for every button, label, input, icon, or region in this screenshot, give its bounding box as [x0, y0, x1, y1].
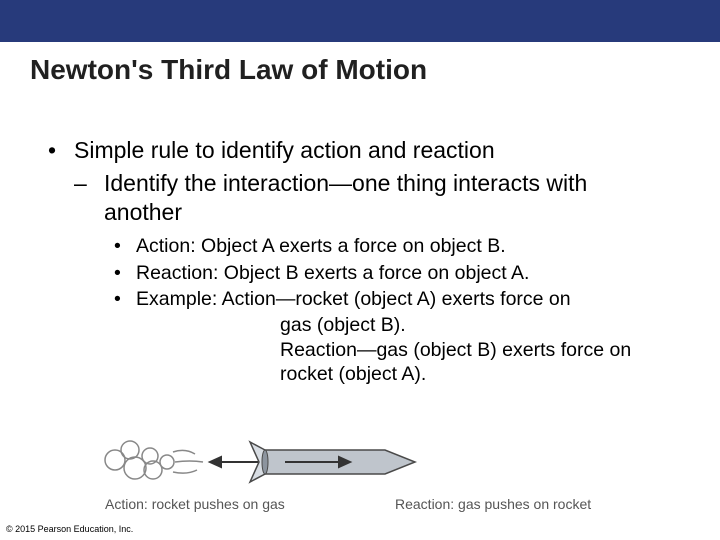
- bullet-continuation: Reaction—gas (object B) exerts force on: [280, 338, 670, 362]
- bullet-text: Simple rule to identify action and react…: [74, 136, 495, 165]
- content-area: • Simple rule to identify action and rea…: [0, 86, 720, 387]
- bullet-marker: •: [114, 261, 136, 285]
- bullet-continuation: gas (object B).: [280, 313, 670, 337]
- diagram-caption-left: Action: rocket pushes on gas: [105, 496, 285, 512]
- header-bar: [0, 0, 720, 42]
- bullet-marker: •: [114, 234, 136, 258]
- bullet-text: Identify the interaction—one thing inter…: [104, 169, 670, 227]
- bullet-level3: • Reaction: Object B exerts a force on o…: [114, 261, 670, 285]
- exhaust-icon: [105, 441, 203, 479]
- action-arrow-icon: [210, 457, 260, 467]
- copyright-text: © 2015 Pearson Education, Inc.: [6, 524, 133, 534]
- bullet-continuation: rocket (object A).: [280, 362, 670, 386]
- bullet-level2: – Identify the interaction—one thing int…: [74, 169, 670, 227]
- bullet-text: Example: Action—rocket (object A) exerts…: [136, 287, 571, 311]
- bullet-marker: –: [74, 169, 104, 227]
- bullet-text: Reaction: Object B exerts a force on obj…: [136, 261, 529, 285]
- bullet-level3: • Example: Action—rocket (object A) exer…: [114, 287, 670, 311]
- page-title: Newton's Third Law of Motion: [0, 42, 720, 86]
- diagram-caption-right: Reaction: gas pushes on rocket: [395, 496, 591, 512]
- bullet-marker: •: [114, 287, 136, 311]
- bullet-text: Action: Object A exerts a force on objec…: [136, 234, 506, 258]
- bullet-level3: • Action: Object A exerts a force on obj…: [114, 234, 670, 258]
- bullet-level1: • Simple rule to identify action and rea…: [48, 136, 670, 165]
- rocket-diagram: Action: rocket pushes on gas Reaction: g…: [95, 430, 675, 510]
- bullet-marker: •: [48, 136, 74, 165]
